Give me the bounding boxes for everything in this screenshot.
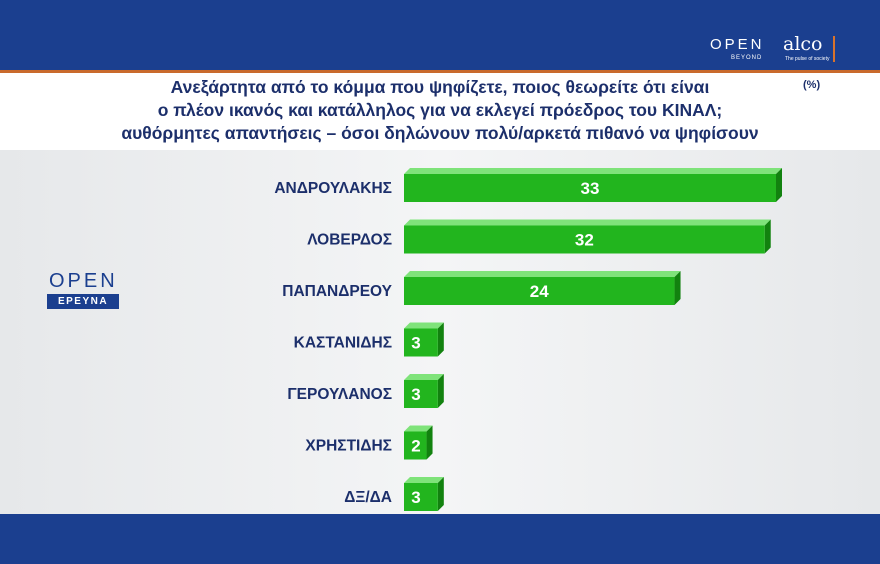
value-label: 24 (530, 282, 549, 301)
bar (404, 483, 438, 511)
bar-side (776, 168, 782, 202)
value-label: 3 (411, 334, 420, 353)
bar-top (404, 374, 444, 380)
bar-side (674, 271, 681, 305)
value-label: 3 (411, 385, 420, 404)
bar (404, 174, 776, 202)
value-label: 2 (411, 437, 420, 456)
category-label: ΠΑΠΑΝΔΡΕΟΥ (282, 283, 392, 300)
logo-separator (833, 36, 835, 62)
bar-side (426, 425, 433, 460)
bar-top (404, 168, 782, 174)
bar-side (437, 322, 444, 357)
chart-title: Ανεξάρτητα από το κόμμα που ψηφίζετε, πο… (60, 76, 820, 145)
category-label: ΔΞ/ΔΑ (344, 489, 392, 506)
open-beyond-tagline: BEYOND (731, 55, 763, 61)
open-ereuna-tag: ΕΡΕΥΝΑ (47, 294, 119, 309)
bar-top (404, 477, 444, 483)
bottom-bar (0, 514, 880, 564)
value-label: 32 (575, 231, 594, 250)
open-ereuna-wordmark: OPEN (49, 270, 118, 292)
category-label: ΚΑΣΤΑΝΙΔΗΣ (294, 335, 392, 352)
accent-line (0, 70, 880, 73)
bar-side (764, 219, 771, 254)
alco-logo: alco (783, 33, 823, 55)
title-panel (0, 73, 880, 150)
category-label: ΓΕΡΟΥΛΑΝΟΣ (287, 386, 392, 403)
category-label: ΧΡΗΣΤΙΔΗΣ (305, 438, 392, 455)
bar (404, 431, 427, 460)
title-line-1: Ανεξάρτητα από το κόμμα που ψηφίζετε, πο… (170, 77, 710, 97)
title-line-2: ο πλέον ικανός και κατάλληλος για να εκλ… (157, 100, 723, 120)
bar-top (404, 322, 444, 329)
bar (404, 277, 675, 305)
bar-side (437, 374, 444, 408)
category-label: ΛΟΒΕΡΔΟΣ (307, 232, 392, 249)
bar (404, 225, 765, 254)
value-label: 3 (411, 488, 420, 507)
alco-tagline: The pulse of society (785, 56, 830, 62)
bar-top (404, 271, 681, 277)
bar-top (404, 219, 771, 226)
top-bar (0, 0, 880, 70)
bar-side (437, 477, 444, 511)
title-line-3: αυθόρμητες απαντήσεις – όσοι δηλώνουν πο… (121, 123, 759, 143)
bar (404, 328, 438, 357)
bar-top (404, 425, 433, 432)
open-beyond-logo: OPEN (710, 36, 765, 53)
open-ereuna-logo: OPEN ΕΡΕΥΝΑ (45, 270, 125, 312)
unit-label: (%) (803, 79, 821, 91)
value-label: 33 (581, 179, 600, 198)
bar (404, 380, 438, 408)
category-label: ΑΝΔΡΟΥΛΑΚΗΣ (274, 180, 392, 197)
